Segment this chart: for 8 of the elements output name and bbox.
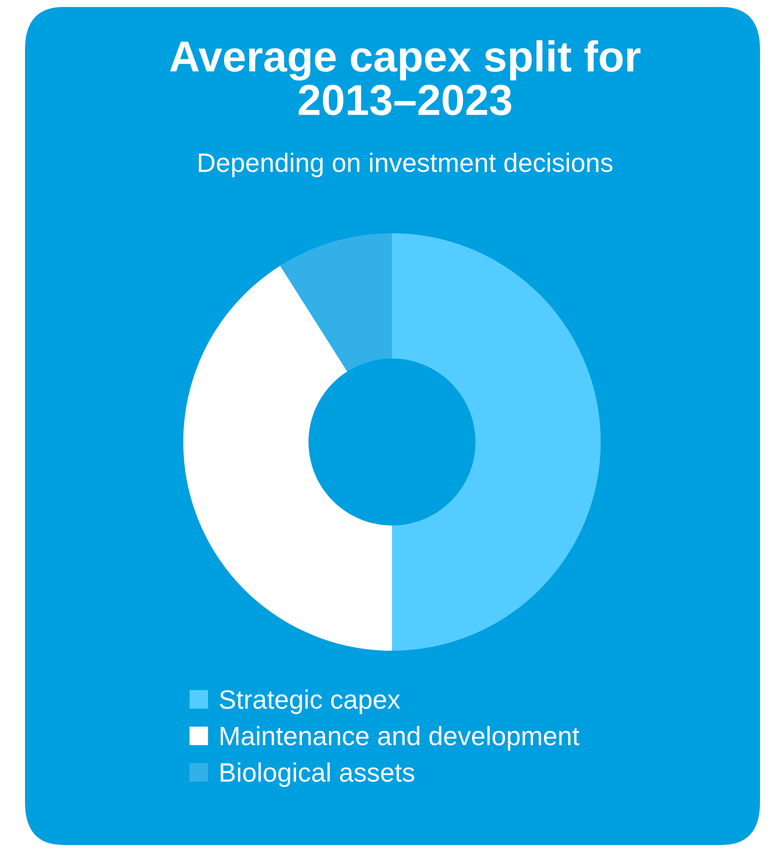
donut-slice	[183, 266, 392, 651]
chart-subtitle: Depending on investment decisions	[198, 152, 612, 178]
legend-label: Strategic capex	[220, 689, 400, 714]
legend-label: Maintenance and development	[220, 726, 580, 751]
donut-slice	[280, 233, 392, 372]
legend-label: Biological assets	[220, 762, 414, 788]
donut-slice	[392, 233, 601, 651]
chart-title: Average capex split for 2013–2023	[170, 40, 640, 116]
